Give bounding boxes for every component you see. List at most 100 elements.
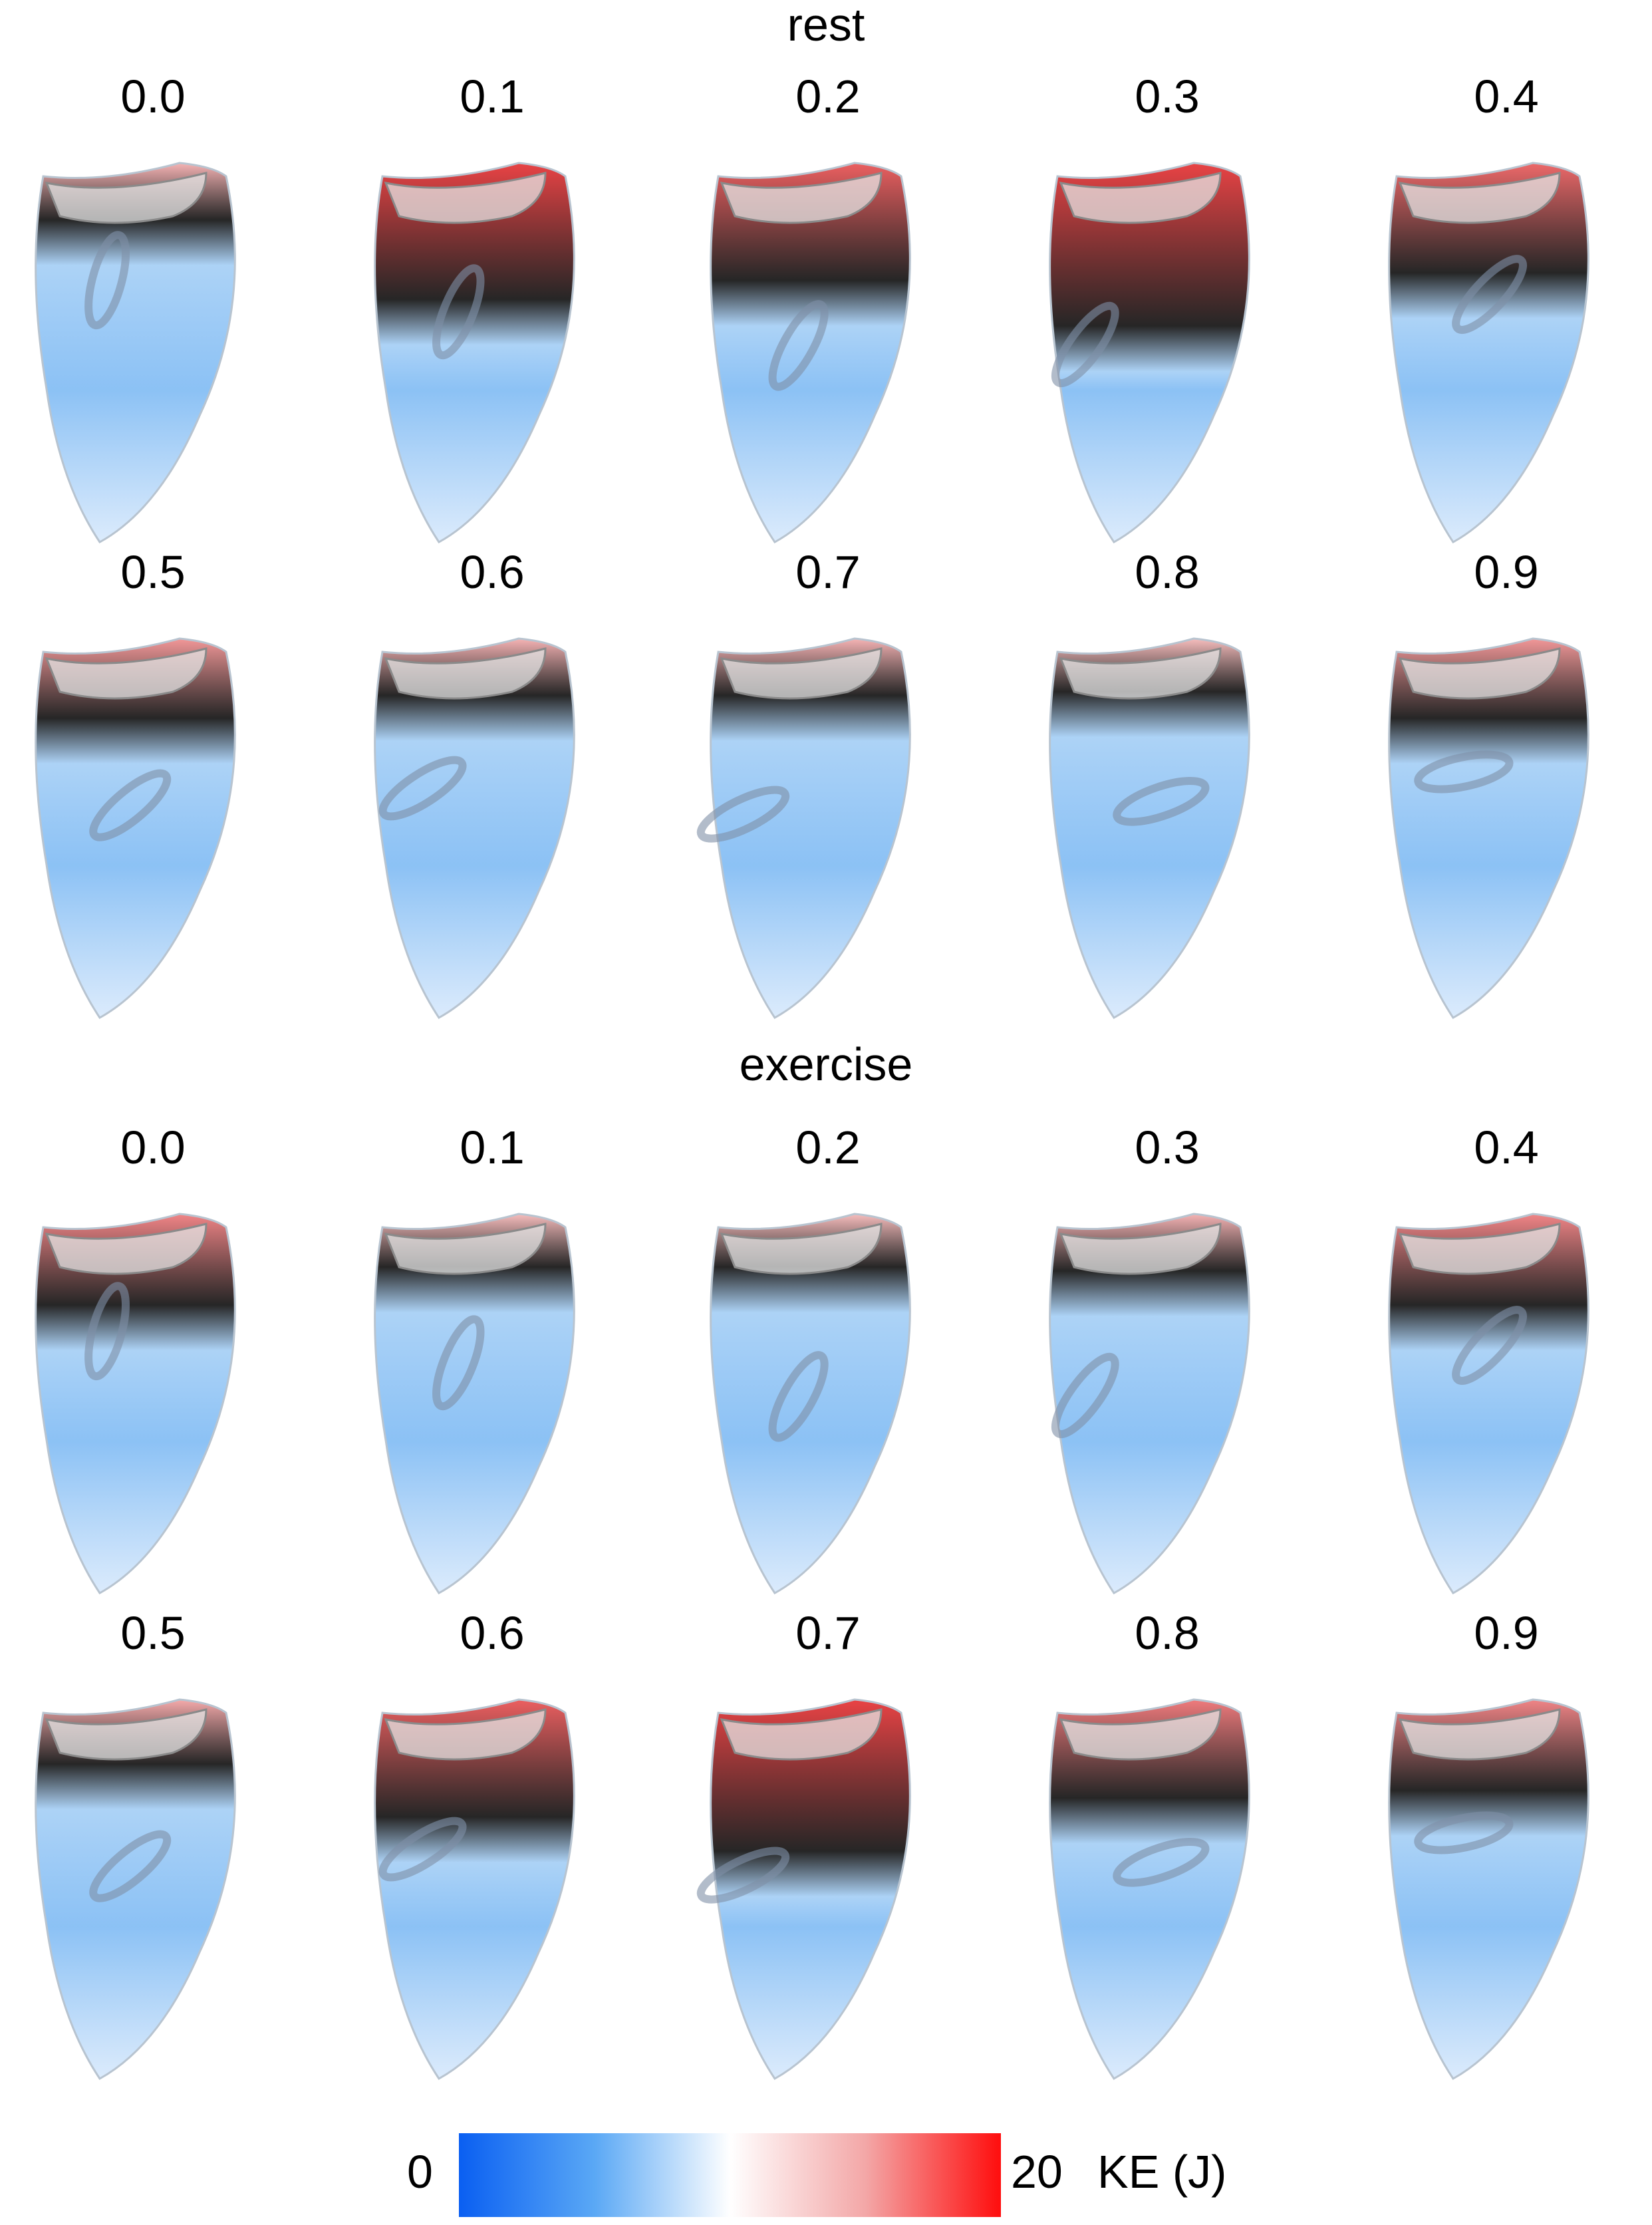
- ventricle-render: [374, 1698, 575, 2080]
- ventricle-render: [1388, 637, 1589, 1019]
- valve-ring: [1398, 1708, 1561, 1761]
- ventricle-render: [1049, 162, 1250, 543]
- valve-ring: [45, 647, 207, 700]
- frame-time-label: 0.8: [1135, 1607, 1200, 1659]
- valve-ring: [720, 647, 883, 700]
- colorbar: 0 20 KE (J): [0, 2112, 1652, 2225]
- ventricle-frame: 0.9: [1360, 1610, 1652, 2089]
- valve-ring: [45, 1223, 207, 1275]
- valve-ring: [720, 1708, 883, 1761]
- vortex-ring: [89, 769, 172, 841]
- frame-time-label: 0.9: [1474, 546, 1539, 598]
- frame-time-label: 0.1: [460, 1121, 525, 1173]
- ventricle-frame: 0.2: [682, 1124, 974, 1603]
- frame-time-label: 0.4: [1474, 71, 1539, 122]
- ventricle-frame: 0.8: [1021, 1610, 1313, 2089]
- rest-section-title: rest: [787, 0, 865, 51]
- valve-ring: [45, 1708, 207, 1761]
- valve-ring: [384, 1223, 547, 1275]
- ventricle-shape: [1049, 1698, 1250, 2080]
- ventricle-shape: [1049, 637, 1250, 1019]
- valve-ring: [1059, 647, 1222, 700]
- frame-time-label: 0.0: [120, 71, 186, 122]
- ventricle-frame: 0.6: [346, 549, 638, 1028]
- valve-ring: [384, 172, 547, 224]
- vortex-ring: [89, 1830, 172, 1902]
- ventricle-render: [374, 637, 575, 1019]
- ventricle-render: [1049, 1213, 1250, 1594]
- ventricle-shape: [710, 637, 911, 1019]
- frame-time-label: 0.9: [1474, 1607, 1539, 1659]
- ventricle-shape: [374, 1698, 575, 2080]
- ventricle-render: [710, 162, 911, 543]
- ventricle-shape: [374, 637, 575, 1019]
- vortex-ring: [696, 786, 790, 843]
- valve-ring: [720, 1223, 883, 1275]
- ventricle-frame: 0.7: [682, 549, 974, 1028]
- ventricle-shape: [374, 162, 575, 543]
- valve-ring: [1398, 172, 1561, 224]
- ventricle-render: [710, 1213, 911, 1594]
- vortex-ring: [1113, 1837, 1210, 1887]
- vortex-ring: [378, 1817, 467, 1882]
- ventricle-render: [1388, 162, 1589, 543]
- frame-time-label: 0.1: [460, 71, 525, 122]
- valve-ring: [1059, 172, 1222, 224]
- vortex-ring: [378, 756, 467, 821]
- frame-time-label: 0.5: [120, 546, 186, 598]
- vortex-ring: [1452, 1306, 1527, 1385]
- frame-time-label: 0.8: [1135, 546, 1200, 598]
- ventricle-shape: [1388, 162, 1589, 543]
- valve-ring: [1059, 1708, 1222, 1761]
- vortex-ring: [768, 1351, 829, 1442]
- colorbar-min-label: 0: [407, 2146, 433, 2198]
- ventricle-frame: 0.3: [1021, 73, 1313, 552]
- vortex-ring: [1414, 750, 1514, 794]
- ventricle-render: [1049, 637, 1250, 1019]
- colorbar-unit-label: KE (J): [1097, 2146, 1227, 2198]
- ventricle-frame: 0.7: [682, 1610, 974, 2089]
- ventricle-frame: 0.4: [1360, 1124, 1652, 1603]
- valve-ring: [384, 647, 547, 700]
- ventricle-frame: 0.8: [1021, 549, 1313, 1028]
- vortex-ring: [768, 300, 829, 391]
- ventricle-shape: [374, 1213, 575, 1594]
- frame-time-label: 0.0: [120, 1121, 186, 1173]
- valve-ring: [1398, 1223, 1561, 1275]
- ventricle-shape: [710, 1698, 911, 2080]
- ventricle-render: [374, 1213, 575, 1594]
- vortex-ring: [432, 264, 485, 360]
- frame-time-label: 0.4: [1474, 1121, 1539, 1173]
- ventricle-shape: [35, 162, 236, 543]
- vortex-ring: [1414, 1811, 1514, 1854]
- ventricle-shape: [1388, 637, 1589, 1019]
- ventricle-render: [35, 1698, 236, 2080]
- ventricle-frame: 0.5: [7, 549, 299, 1028]
- ventricle-frame: 0.9: [1360, 549, 1652, 1028]
- ventricle-frame: 0.5: [7, 1610, 299, 2089]
- ventricle-render: [35, 1213, 236, 1594]
- ventricle-frame: 0.2: [682, 73, 974, 552]
- vortex-ring: [1113, 776, 1210, 826]
- vortex-ring: [84, 1282, 130, 1381]
- ventricle-shape: [35, 1698, 236, 2080]
- ventricle-frame: 0.1: [346, 1124, 638, 1603]
- ventricle-frame: 0.1: [346, 73, 638, 552]
- frame-time-label: 0.5: [120, 1607, 186, 1659]
- vortex-ring: [696, 1847, 790, 1904]
- ventricle-render: [696, 637, 911, 1019]
- frame-time-label: 0.3: [1135, 71, 1200, 122]
- valve-ring: [1059, 1223, 1222, 1275]
- vortex-ring: [1051, 1352, 1119, 1439]
- ventricle-render: [1388, 1698, 1589, 2080]
- ventricle-frame: 0.0: [7, 1124, 299, 1603]
- valve-ring: [384, 1708, 547, 1761]
- ventricle-render: [374, 162, 575, 543]
- frame-time-label: 0.6: [460, 1607, 525, 1659]
- valve-ring: [1398, 647, 1561, 700]
- frame-time-label: 0.7: [795, 546, 861, 598]
- exercise-section-title: exercise: [739, 1038, 913, 1090]
- ventricle-render: [696, 1698, 911, 2080]
- frame-time-label: 0.7: [795, 1607, 861, 1659]
- valve-ring: [720, 172, 883, 224]
